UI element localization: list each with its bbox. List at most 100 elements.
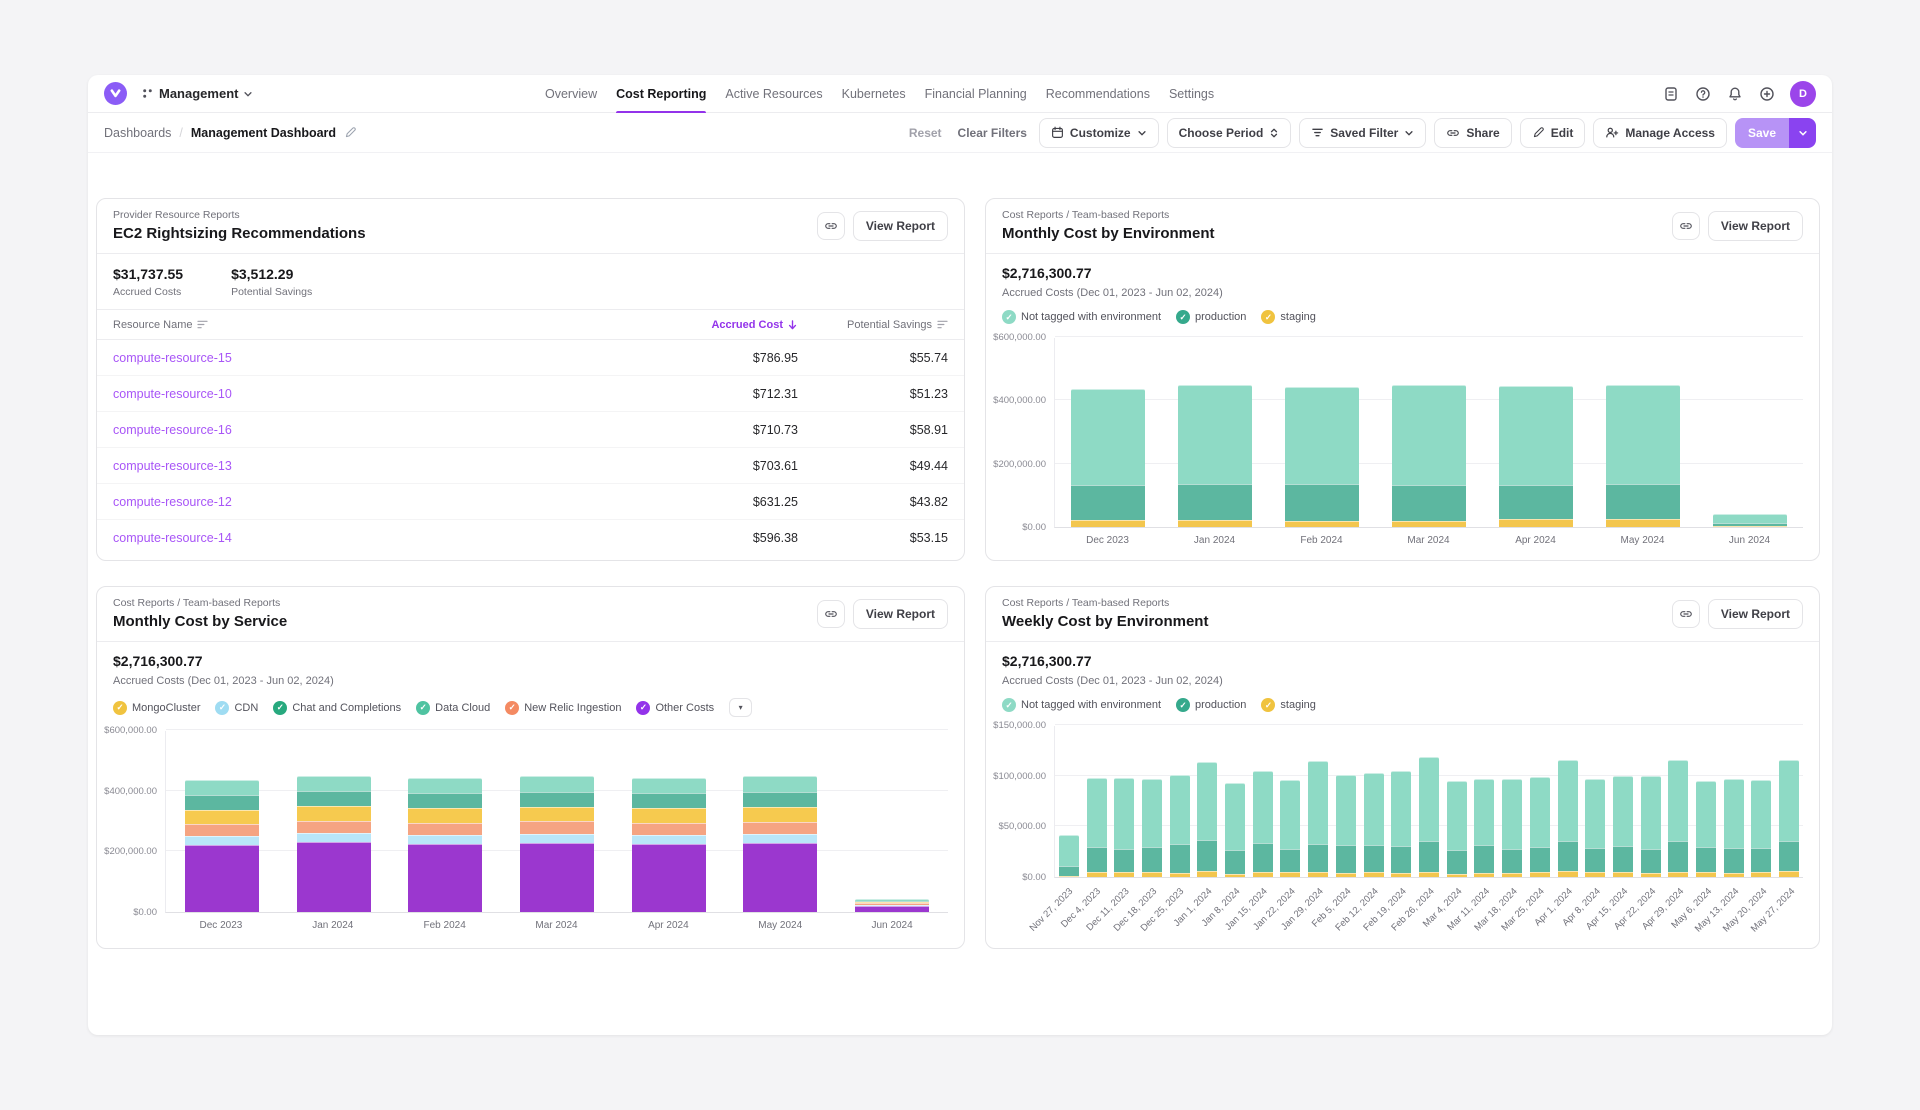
table-row-compute-resource-13[interactable]: compute-resource-13$703.61$49.44 <box>97 448 964 484</box>
view-report-button[interactable]: View Report <box>853 211 948 241</box>
bar-jan-2024[interactable] <box>1178 385 1252 527</box>
help-icon[interactable] <box>1694 85 1711 102</box>
legend-item-production[interactable]: ✓production <box>1176 698 1246 712</box>
copy-link-button[interactable] <box>1672 600 1700 628</box>
bar-jun-2024[interactable] <box>855 899 929 912</box>
bar-may-27-2024[interactable] <box>1779 760 1799 877</box>
save-button[interactable]: Save <box>1735 118 1789 148</box>
bar-feb-2024[interactable] <box>1285 387 1359 527</box>
customize-button[interactable]: Customize <box>1039 118 1159 148</box>
bar-mar-2024[interactable] <box>520 776 594 912</box>
bar-apr-2024[interactable] <box>1499 386 1573 527</box>
bar-jan-1-2024[interactable] <box>1197 762 1217 878</box>
legend-more-button[interactable]: ▾ <box>729 698 752 717</box>
user-avatar[interactable]: D <box>1790 81 1816 107</box>
plus-circle-icon[interactable] <box>1758 85 1775 102</box>
table-row-compute-resource-10[interactable]: compute-resource-10$712.31$51.23 <box>97 376 964 412</box>
column-accrued-cost[interactable]: Accrued Cost <box>628 319 798 331</box>
legend-item-staging[interactable]: ✓staging <box>1261 310 1315 324</box>
reset-button[interactable]: Reset <box>905 126 946 140</box>
resource-link[interactable]: compute-resource-16 <box>113 423 628 437</box>
view-report-button[interactable]: View Report <box>1708 599 1803 629</box>
legend-item-not-tagged-with-environment[interactable]: ✓Not tagged with environment <box>1002 310 1161 324</box>
tab-financial-planning[interactable]: Financial Planning <box>925 75 1027 113</box>
legend-item-chat-and-completions[interactable]: ✓Chat and Completions <box>273 701 401 715</box>
clear-filters-button[interactable]: Clear Filters <box>954 126 1031 140</box>
edit-button[interactable]: Edit <box>1520 118 1586 148</box>
legend-item-new-relic-ingestion[interactable]: ✓New Relic Ingestion <box>505 701 621 715</box>
bar-dec-2023[interactable] <box>1071 389 1145 527</box>
bar-feb-2024[interactable] <box>408 778 482 912</box>
bar-mar-18-2024[interactable] <box>1502 779 1522 877</box>
bar-nov-27-2023[interactable] <box>1059 835 1079 877</box>
copy-link-button[interactable] <box>1672 212 1700 240</box>
bar-jan-2024[interactable] <box>297 776 371 912</box>
bar-apr-22-2024[interactable] <box>1641 776 1661 877</box>
choose-period-button[interactable]: Choose Period <box>1167 118 1292 148</box>
tab-cost-reporting[interactable]: Cost Reporting <box>616 75 706 113</box>
resource-link[interactable]: compute-resource-12 <box>113 495 628 509</box>
bell-icon[interactable] <box>1726 85 1743 102</box>
bar-dec-2023[interactable] <box>185 780 259 912</box>
bar-mar-25-2024[interactable] <box>1530 777 1550 877</box>
legend-item-not-tagged-with-environment[interactable]: ✓Not tagged with environment <box>1002 698 1161 712</box>
manage-access-button[interactable]: Manage Access <box>1593 118 1727 148</box>
tab-active-resources[interactable]: Active Resources <box>725 75 822 113</box>
legend-item-mongocluster[interactable]: ✓MongoCluster <box>113 701 200 715</box>
copy-link-button[interactable] <box>817 600 845 628</box>
column-resource-name[interactable]: Resource Name <box>113 319 628 331</box>
bar-mar-11-2024[interactable] <box>1474 779 1494 877</box>
share-button[interactable]: Share <box>1434 118 1511 148</box>
bar-jan-15-2024[interactable] <box>1253 771 1273 877</box>
tab-overview[interactable]: Overview <box>545 75 597 113</box>
resource-link[interactable]: compute-resource-15 <box>113 351 628 365</box>
document-icon[interactable] <box>1662 85 1679 102</box>
bar-may-2024[interactable] <box>743 776 817 912</box>
tab-kubernetes[interactable]: Kubernetes <box>842 75 906 113</box>
legend-item-production[interactable]: ✓production <box>1176 310 1246 324</box>
vantage-logo-icon[interactable] <box>104 82 127 105</box>
bar-feb-26-2024[interactable] <box>1419 757 1439 877</box>
table-row-compute-resource-15[interactable]: compute-resource-15$786.95$55.74 <box>97 340 964 376</box>
bar-apr-8-2024[interactable] <box>1585 779 1605 877</box>
bar-jan-8-2024[interactable] <box>1225 783 1245 877</box>
legend-item-other-costs[interactable]: ✓Other Costs <box>636 701 714 715</box>
bar-feb-19-2024[interactable] <box>1391 771 1411 877</box>
bar-mar-2024[interactable] <box>1392 385 1466 527</box>
bar-apr-1-2024[interactable] <box>1558 760 1578 877</box>
bar-feb-5-2024[interactable] <box>1336 775 1356 877</box>
legend-item-staging[interactable]: ✓staging <box>1261 698 1315 712</box>
resource-link[interactable]: compute-resource-13 <box>113 459 628 473</box>
bar-dec-18-2023[interactable] <box>1142 779 1162 877</box>
copy-link-button[interactable] <box>817 212 845 240</box>
bar-may-13-2024[interactable] <box>1724 779 1744 877</box>
resource-link[interactable]: compute-resource-10 <box>113 387 628 401</box>
table-row-compute-resource-16[interactable]: compute-resource-16$710.73$58.91 <box>97 412 964 448</box>
bar-jan-22-2024[interactable] <box>1280 780 1300 877</box>
view-report-button[interactable]: View Report <box>1708 211 1803 241</box>
bar-feb-12-2024[interactable] <box>1364 773 1384 877</box>
breadcrumb-dashboards[interactable]: Dashboards <box>104 126 171 140</box>
bar-may-20-2024[interactable] <box>1751 780 1771 877</box>
table-row-compute-resource-14[interactable]: compute-resource-14$596.38$53.15 <box>97 520 964 556</box>
tab-settings[interactable]: Settings <box>1169 75 1214 113</box>
bar-jun-2024[interactable] <box>1713 514 1787 527</box>
saved-filter-button[interactable]: Saved Filter <box>1299 118 1426 148</box>
bar-dec-11-2023[interactable] <box>1114 778 1134 877</box>
table-row-compute-resource-12[interactable]: compute-resource-12$631.25$43.82 <box>97 484 964 520</box>
legend-item-data-cloud[interactable]: ✓Data Cloud <box>416 701 490 715</box>
bar-may-2024[interactable] <box>1606 385 1680 527</box>
legend-item-cdn[interactable]: ✓CDN <box>215 701 258 715</box>
workspace-switcher[interactable]: Management <box>141 86 253 101</box>
resource-link[interactable]: compute-resource-14 <box>113 531 628 545</box>
view-report-button[interactable]: View Report <box>853 599 948 629</box>
bar-mar-4-2024[interactable] <box>1447 781 1467 877</box>
save-options-button[interactable] <box>1789 118 1816 148</box>
bar-may-6-2024[interactable] <box>1696 781 1716 877</box>
bar-apr-15-2024[interactable] <box>1613 776 1633 877</box>
bar-jan-29-2024[interactable] <box>1308 761 1328 878</box>
bar-dec-25-2023[interactable] <box>1170 775 1190 877</box>
bar-apr-2024[interactable] <box>632 778 706 912</box>
bar-dec-4-2023[interactable] <box>1087 778 1107 877</box>
column-potential-savings[interactable]: Potential Savings <box>798 319 948 331</box>
